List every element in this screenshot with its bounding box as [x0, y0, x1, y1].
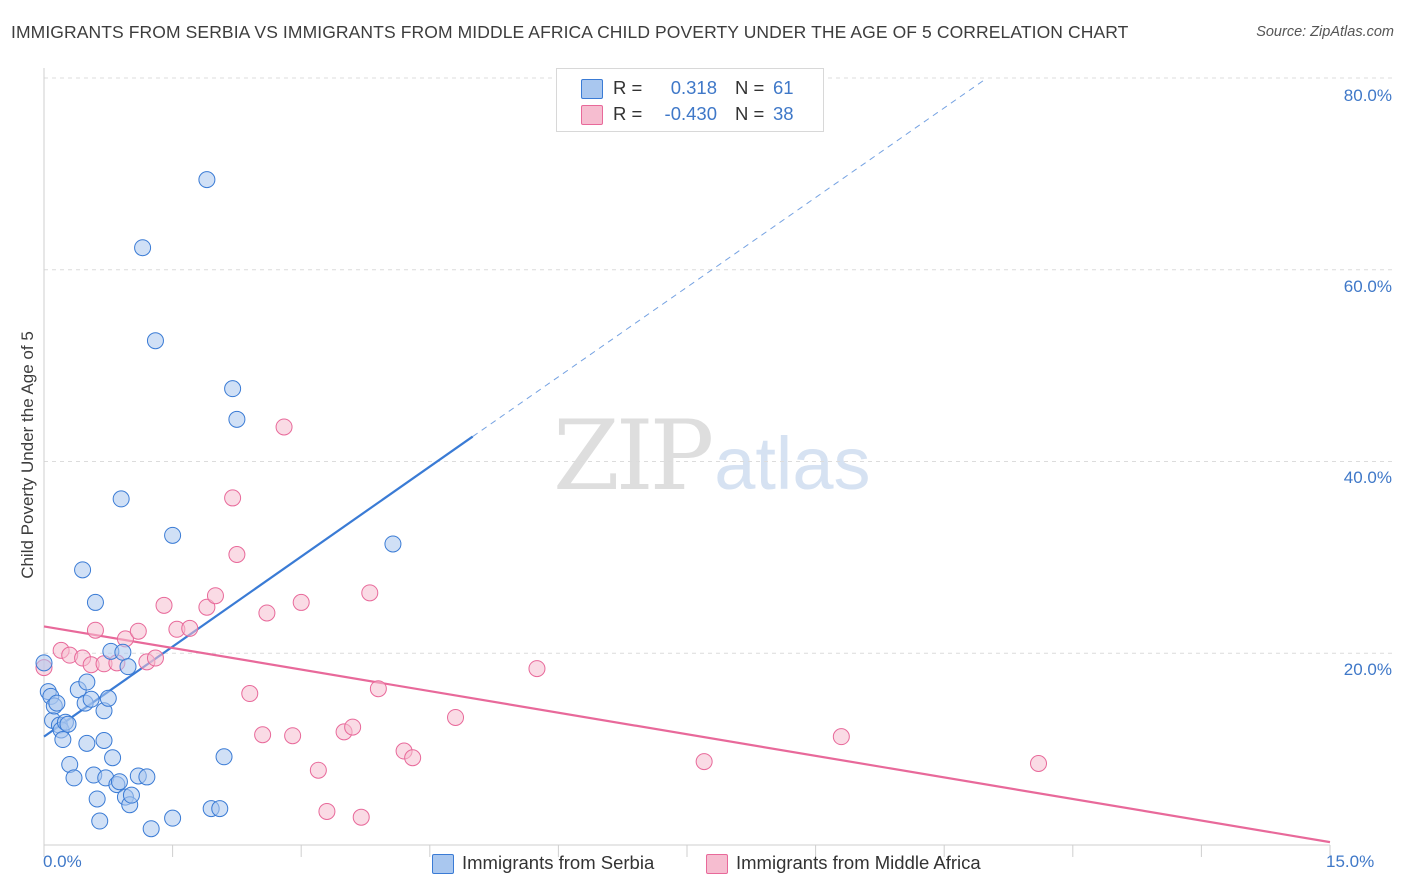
point-middle-africa — [129, 622, 147, 640]
trend-line-middle-africa — [43, 625, 1331, 844]
point-middle-africa — [318, 802, 336, 820]
point-serbia — [164, 809, 182, 827]
point-serbia — [59, 715, 77, 733]
point-serbia — [104, 749, 122, 767]
point-middle-africa — [224, 489, 242, 507]
point-middle-africa — [309, 761, 327, 779]
point-serbia — [146, 332, 164, 350]
trend-line-serbia — [43, 435, 474, 738]
point-serbia — [91, 812, 109, 830]
point-middle-africa — [181, 619, 199, 637]
middle-africa-swatch — [706, 854, 728, 874]
n-value: 61 — [773, 77, 794, 98]
point-serbia — [211, 800, 229, 818]
watermark-atlas: atlas — [714, 422, 871, 505]
serbia-swatch — [581, 79, 603, 99]
point-serbia — [215, 748, 233, 766]
point-serbia — [74, 561, 92, 579]
gridlines — [44, 77, 1394, 654]
point-serbia — [138, 768, 156, 786]
chart-title: IMMIGRANTS FROM SERBIA VS IMMIGRANTS FRO… — [11, 22, 1129, 42]
point-middle-africa — [86, 621, 104, 639]
point-serbia — [228, 410, 246, 428]
point-middle-africa — [284, 727, 302, 745]
point-middle-africa — [695, 753, 713, 771]
point-serbia — [65, 769, 83, 787]
x-tick-label-min: 0.0% — [43, 852, 82, 871]
point-serbia — [86, 593, 104, 611]
point-middle-africa — [528, 660, 546, 678]
point-middle-africa — [404, 749, 422, 767]
n-value: 38 — [773, 103, 794, 124]
point-middle-africa — [369, 680, 387, 698]
point-serbia — [99, 689, 117, 707]
middle-africa-swatch — [581, 105, 603, 125]
point-serbia — [48, 694, 66, 712]
point-serbia — [112, 490, 130, 508]
point-serbia — [142, 820, 160, 838]
correlation-legend: R = 0.318 N = 61 R = -0.430 N = 38 — [556, 68, 824, 132]
point-serbia — [119, 658, 137, 676]
r-label: R = — [613, 103, 643, 124]
point-serbia — [110, 773, 128, 791]
legend-label: Immigrants from Middle Africa — [736, 852, 981, 873]
watermark-zip: ZIP — [553, 400, 714, 512]
point-middle-africa — [275, 418, 293, 436]
n-label: N = — [735, 103, 765, 124]
y-tick-label: 60.0% — [1343, 277, 1392, 296]
point-serbia — [78, 673, 96, 691]
point-middle-africa — [292, 593, 310, 611]
point-middle-africa — [155, 596, 173, 614]
point-middle-africa — [1030, 755, 1048, 773]
point-middle-africa — [146, 649, 164, 667]
point-serbia — [78, 734, 96, 752]
point-serbia — [134, 239, 152, 257]
y-tick-label: 80.0% — [1343, 86, 1392, 105]
serbia-swatch — [432, 854, 454, 874]
point-middle-africa — [228, 545, 246, 563]
point-middle-africa — [344, 718, 362, 736]
point-middle-africa — [832, 728, 850, 746]
point-middle-africa — [206, 587, 224, 605]
trend-lines — [43, 77, 1331, 844]
legend-label: Immigrants from Serbia — [462, 852, 655, 873]
x-tick-label-max: 15.0% — [1326, 852, 1375, 871]
point-middle-africa — [254, 726, 272, 744]
point-middle-africa — [198, 598, 216, 616]
point-serbia — [35, 654, 53, 672]
point-middle-africa — [447, 708, 465, 726]
r-value: -0.430 — [664, 103, 717, 124]
watermark: ZIPatlas — [553, 400, 871, 512]
source-label: Source: ZipAtlas.com — [1256, 24, 1394, 40]
point-serbia — [114, 643, 132, 661]
data-points — [35, 171, 1048, 838]
n-label: N = — [735, 77, 765, 98]
point-serbia — [164, 526, 182, 544]
point-serbia — [198, 171, 216, 189]
r-label: R = — [613, 77, 643, 98]
trend-line-serbia-extension — [472, 77, 988, 437]
point-serbia — [82, 690, 100, 708]
point-middle-africa — [361, 584, 379, 602]
point-serbia — [54, 731, 72, 749]
y-axis-label: Child Poverty Under the Age of 5 — [18, 331, 37, 579]
y-tick-label: 20.0% — [1343, 660, 1392, 679]
point-serbia — [384, 535, 402, 553]
point-serbia — [224, 380, 242, 398]
point-middle-africa — [352, 808, 370, 826]
r-value: 0.318 — [670, 77, 717, 98]
point-serbia — [88, 790, 106, 808]
point-middle-africa — [241, 685, 259, 703]
point-middle-africa — [258, 604, 276, 622]
point-serbia — [122, 786, 140, 804]
y-tick-label: 40.0% — [1343, 468, 1392, 487]
point-serbia — [95, 731, 113, 749]
axes — [43, 68, 1331, 857]
